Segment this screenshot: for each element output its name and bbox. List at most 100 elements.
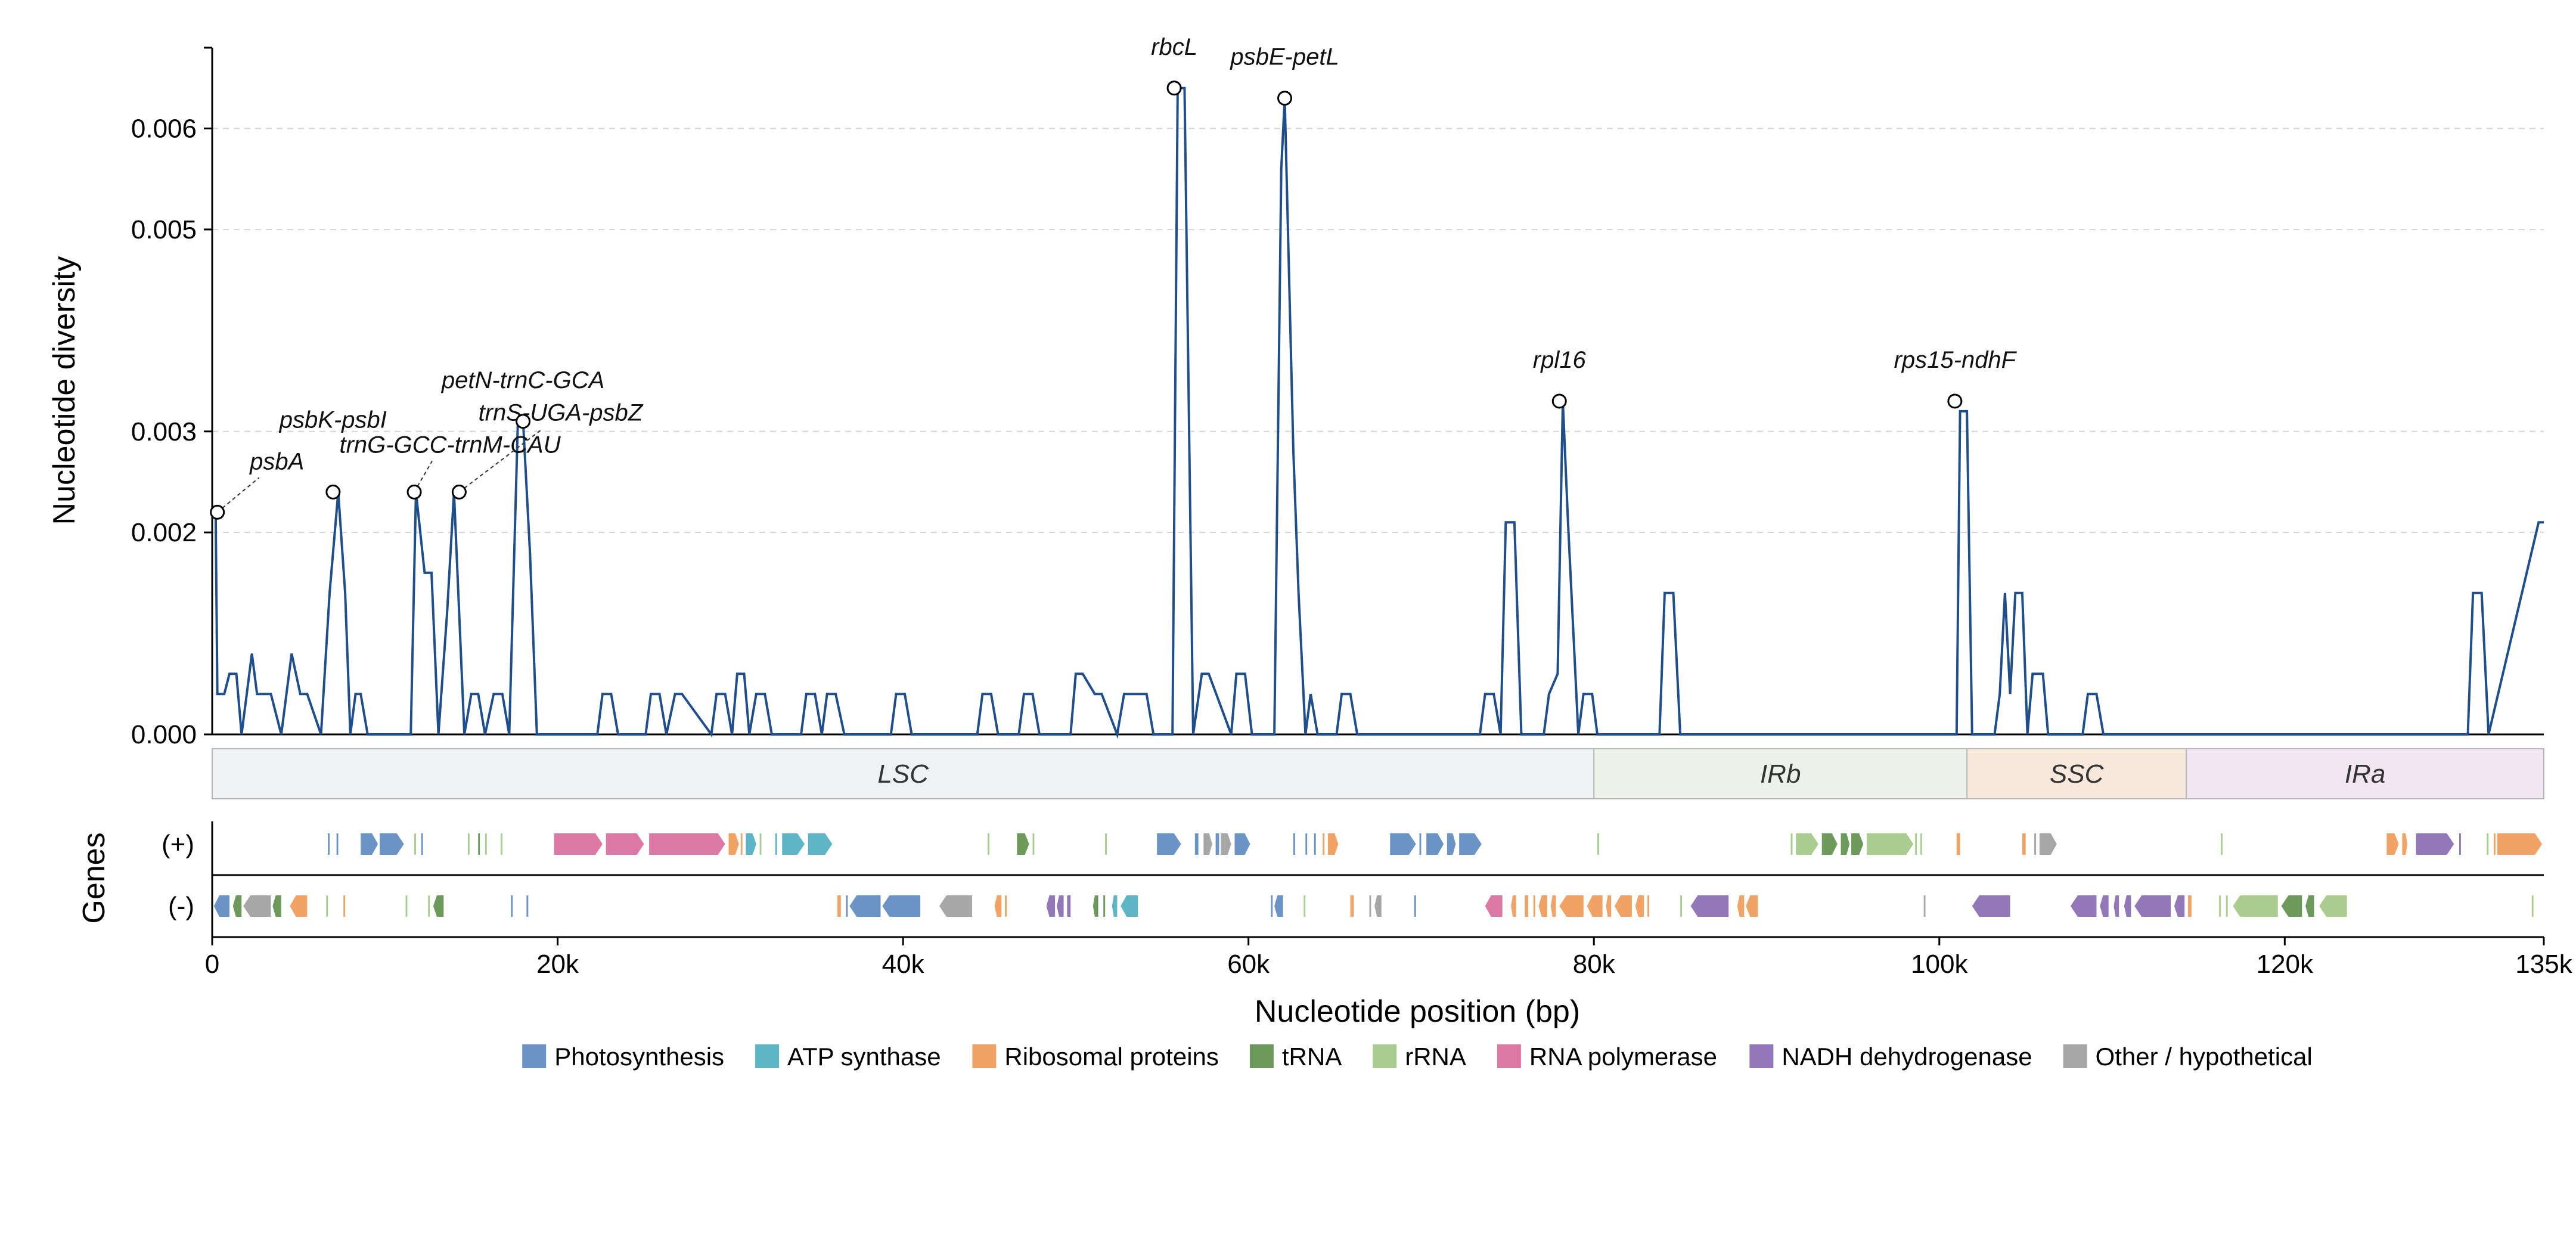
y-axis-title: Nucleotide diversity — [47, 256, 82, 525]
gene-arrow — [759, 833, 762, 855]
gene-arrow — [1112, 895, 1118, 917]
legend-label: RNA polymerase — [1529, 1043, 1717, 1071]
gene-arrow — [2174, 895, 2185, 917]
gene-arrow — [1093, 895, 1098, 917]
gene-arrow — [2188, 895, 2192, 917]
gene-arrow — [2319, 895, 2347, 917]
legend-swatch — [1497, 1044, 1521, 1068]
gene-arrow — [232, 895, 242, 917]
gene-arrow — [433, 895, 444, 917]
x-tick-label: 0 — [205, 950, 219, 979]
peak-marker — [1166, 80, 1182, 96]
gene-arrow — [1017, 833, 1029, 855]
peak-leader-line — [217, 477, 260, 513]
gene-arrow — [649, 833, 725, 855]
peak-marker — [210, 504, 225, 520]
region-label: IRa — [2345, 759, 2385, 789]
gene-arrow — [1046, 895, 1056, 917]
legend-label: rRNA — [1405, 1043, 1466, 1071]
gene-arrow — [1447, 833, 1456, 855]
gene-arrow — [1303, 895, 1306, 917]
gene-arrow — [2134, 895, 2171, 917]
region-label: LSC — [877, 759, 929, 789]
peak-label: rbcL — [1151, 34, 1197, 60]
gene-arrow — [1005, 895, 1007, 917]
gene-arrow — [2386, 833, 2399, 855]
gene-arrow — [2124, 895, 2131, 917]
gene-arrow — [1414, 895, 1416, 917]
gene-arrow — [2487, 833, 2489, 855]
peak-marker — [451, 484, 467, 500]
gene-arrow — [1390, 833, 1416, 855]
gene-arrow — [2459, 833, 2461, 855]
region-lsc — [212, 748, 1595, 799]
gene-arrow — [213, 895, 229, 917]
legend-swatch — [1249, 1044, 1274, 1068]
gene-arrow — [343, 895, 346, 917]
region-irb — [1593, 748, 1968, 799]
x-axis-title: Nucleotide position (bp) — [1255, 994, 1580, 1029]
region-label: SSC — [2050, 759, 2105, 789]
gene-arrow — [994, 895, 1002, 917]
gene-arrow — [2219, 895, 2221, 917]
gene-arrow — [1032, 833, 1035, 855]
peak-marker — [516, 414, 531, 429]
gene-arrow — [1821, 833, 1838, 855]
gene-arrow — [1606, 895, 1612, 917]
legend-swatch — [755, 1044, 780, 1068]
gene-arrow — [500, 833, 502, 855]
gene-arrow — [1796, 833, 1818, 855]
gene-arrow — [1323, 833, 1325, 855]
gene-arrow — [1274, 895, 1283, 917]
gene-arrow — [1203, 833, 1212, 855]
gene-arrow — [1690, 895, 1729, 917]
gene-arrow — [2022, 833, 2026, 855]
gene-arrow — [2531, 895, 2534, 917]
gene-arrow — [849, 895, 881, 917]
x-tick-label: 40k — [882, 950, 925, 979]
gene-arrow — [775, 833, 777, 855]
gene-arrow — [1525, 895, 1529, 917]
x-tick-label: 100k — [1911, 950, 1968, 979]
gene-arrow — [1221, 833, 1231, 855]
gene-arrow — [1647, 895, 1649, 917]
legend-label: NADH dehydrogenase — [1782, 1043, 2032, 1071]
peak-label: trnG-GCC-trnM-CAU — [339, 432, 561, 458]
gene-arrow — [1614, 895, 1632, 917]
gene-arrow — [782, 833, 805, 855]
gene-arrow — [808, 833, 833, 855]
gene-arrow — [526, 895, 529, 917]
gene-arrow — [2113, 895, 2119, 917]
gene-arrow — [1867, 833, 1914, 855]
gene-arrow — [1972, 895, 2010, 917]
gene-arrow — [2039, 833, 2057, 855]
gene-arrow — [1215, 833, 1219, 855]
gene-arrow — [2416, 833, 2454, 855]
gene-arrow — [2233, 895, 2278, 917]
peak-marker — [1277, 91, 1293, 106]
gene-arrow — [1350, 895, 1354, 917]
gene-arrow — [2281, 895, 2302, 917]
gene-arrow — [1293, 833, 1295, 855]
gene-arrow — [1538, 895, 1547, 917]
gene-arrow — [361, 833, 378, 855]
peak-label: petN-trnC-GCA — [441, 367, 604, 393]
axes: 0.000 0.002 0.003 0.005 0.006 0 20k 40k 60k 80k 10… — [131, 46, 2573, 979]
y-tick-label: 0.006 — [131, 114, 197, 144]
genes-track-title: Genes — [77, 832, 111, 923]
x-tick-label: 60k — [1227, 950, 1270, 979]
region-label: IRb — [1760, 759, 1801, 789]
peak-label: rps15-ndhF — [1894, 347, 2018, 373]
gene-arrow — [740, 833, 743, 855]
gene-arrow — [1314, 833, 1316, 855]
gene-arrow — [837, 895, 841, 917]
peak-label: psbE-petL — [1230, 44, 1339, 70]
x-tick-label: 120k — [2257, 950, 2314, 979]
gene-arrow — [2100, 895, 2109, 917]
gene-arrow — [328, 833, 330, 855]
gene-arrow — [1533, 895, 1535, 917]
y-tick-label: 0.002 — [131, 518, 197, 547]
legend-swatch — [522, 1044, 547, 1068]
gene-arrow — [290, 895, 308, 917]
